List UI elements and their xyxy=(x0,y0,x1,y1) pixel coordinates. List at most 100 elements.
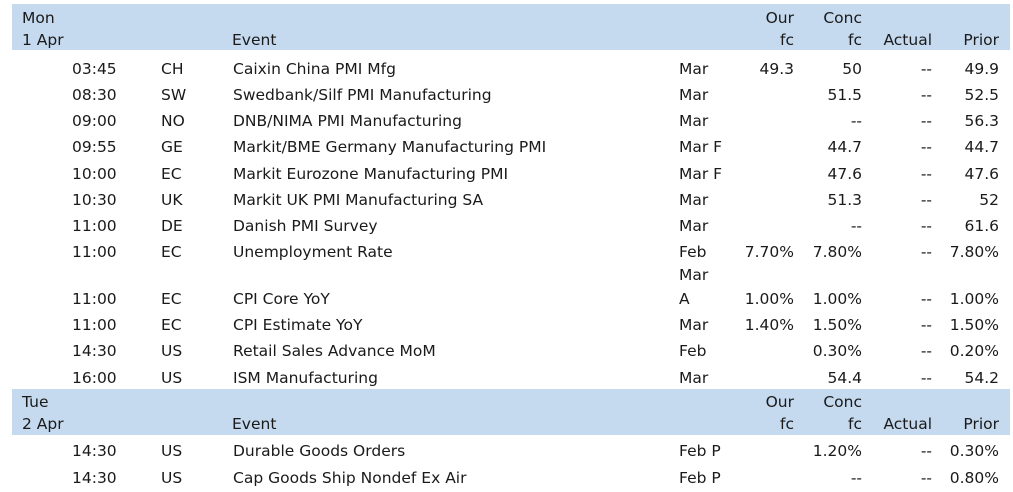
time-cell: 03:45 xyxy=(72,60,117,78)
prior-cell: 0.30% xyxy=(949,442,999,460)
our-fc-cell xyxy=(732,216,794,236)
time-cell: 09:55 xyxy=(72,138,117,156)
country-cell: DE xyxy=(161,217,183,235)
time-cell: 14:30 xyxy=(72,469,117,487)
prior-cell: 47.6 xyxy=(964,165,999,183)
conc-fc-cell: 50 xyxy=(842,60,862,78)
period-cell: Mar xyxy=(679,217,709,235)
actual-column-header: Actual xyxy=(883,31,932,49)
prior-cell: 56.3 xyxy=(964,112,999,130)
our-fc-cell xyxy=(732,190,794,210)
actual-cell: -- xyxy=(920,138,932,156)
time-cell: 14:30 xyxy=(72,342,117,360)
day-name: Mon xyxy=(22,9,55,27)
period-cell: Feb P xyxy=(679,469,721,487)
conc-fc-cell: 1.50% xyxy=(812,316,862,334)
day-header-mon: Mon 1 Apr Event Our fc Conc fc Actual Pr… xyxy=(12,4,1010,50)
prior-cell: 49.9 xyxy=(964,60,999,78)
event-column-header: Event xyxy=(232,31,277,49)
period-cell: Mar xyxy=(679,60,709,78)
our-fc-cell xyxy=(732,85,794,105)
our-fc-cell: 1.40% xyxy=(744,316,794,334)
country-cell: US xyxy=(161,469,183,487)
time-cell: 11:00 xyxy=(72,243,117,261)
actual-cell: -- xyxy=(920,290,932,308)
time-cell: 11:00 xyxy=(72,290,117,308)
country-cell: EC xyxy=(161,316,182,334)
day-date: 2 Apr xyxy=(22,415,64,433)
conc-fc-cell: -- xyxy=(850,217,862,235)
our-fc-cell: 1.00% xyxy=(744,290,794,308)
actual-cell: -- xyxy=(920,165,932,183)
period-cell-line1: Mar xyxy=(679,266,709,284)
country-cell: US xyxy=(161,342,183,360)
prior-cell: 1.50% xyxy=(949,316,999,334)
conc-fc-header-line2: fc xyxy=(848,415,862,433)
prior-cell: 52 xyxy=(979,191,999,209)
conc-fc-cell: 7.80% xyxy=(812,243,862,261)
our-fc-header-line1: Our xyxy=(765,9,794,27)
prior-cell: 7.80% xyxy=(949,243,999,261)
time-cell: 14:30 xyxy=(72,442,117,460)
our-fc-header-line2: fc xyxy=(780,415,794,433)
conc-fc-cell: 51.5 xyxy=(827,86,862,104)
time-cell: 11:00 xyxy=(72,217,117,235)
country-cell: CH xyxy=(161,60,184,78)
our-fc-header-line2: fc xyxy=(780,31,794,49)
event-cell: Markit/BME Germany Manufacturing PMI xyxy=(233,138,547,156)
actual-cell: -- xyxy=(920,469,932,487)
day-date: 1 Apr xyxy=(22,31,64,49)
period-cell: Mar xyxy=(679,191,709,209)
our-fc-cell xyxy=(732,341,794,361)
conc-fc-cell: 1.00% xyxy=(812,290,862,308)
cropped-text-fragment: g xyxy=(315,0,323,1)
our-fc-cell: 49.3 xyxy=(759,60,794,78)
actual-cell: -- xyxy=(920,217,932,235)
our-fc-cell xyxy=(732,111,794,131)
time-cell: 16:00 xyxy=(72,369,117,387)
event-cell: CPI Core YoY xyxy=(233,290,330,308)
prior-cell: 0.80% xyxy=(949,469,999,487)
actual-cell: -- xyxy=(920,191,932,209)
period-cell: Feb P xyxy=(679,442,721,460)
event-cell: DNB/NIMA PMI Manufacturing xyxy=(233,112,462,130)
prior-cell: 1.00% xyxy=(949,290,999,308)
time-cell: 11:00 xyxy=(72,316,117,334)
period-cell: Feb xyxy=(679,342,707,360)
period-cell: Mar xyxy=(679,316,709,334)
conc-fc-header-line1: Conc xyxy=(823,393,862,411)
event-cell: ISM Manufacturing xyxy=(233,369,378,387)
time-cell: 10:30 xyxy=(72,191,117,209)
our-fc-cell: 7.70% xyxy=(744,243,794,261)
actual-cell: -- xyxy=(920,316,932,334)
event-cell: Caixin China PMI Mfg xyxy=(233,60,396,78)
prior-cell: 61.6 xyxy=(964,217,999,235)
our-fc-cell xyxy=(732,468,794,488)
day-header-tue: Tue 2 Apr Event Our fc Conc fc Actual Pr… xyxy=(12,389,1010,435)
prior-cell: 0.20% xyxy=(949,342,999,360)
actual-cell: -- xyxy=(920,442,932,460)
our-fc-header-line1: Our xyxy=(765,393,794,411)
country-cell: EC xyxy=(161,165,182,183)
country-cell: UK xyxy=(161,191,183,209)
event-column-header: Event xyxy=(232,415,277,433)
actual-cell: -- xyxy=(920,60,932,78)
event-cell: Markit UK PMI Manufacturing SA xyxy=(233,191,484,209)
event-cell: Danish PMI Survey xyxy=(233,217,378,235)
our-fc-cell xyxy=(732,441,794,461)
event-cell: Retail Sales Advance MoM xyxy=(233,342,436,360)
our-fc-cell xyxy=(732,164,794,184)
our-fc-cell xyxy=(732,137,794,157)
country-cell: EC xyxy=(161,243,182,261)
prior-column-header: Prior xyxy=(963,31,999,49)
day-name: Tue xyxy=(22,393,49,411)
conc-fc-cell: 54.4 xyxy=(827,369,862,387)
country-cell: SW xyxy=(161,86,187,104)
conc-fc-header-line2: fc xyxy=(848,31,862,49)
actual-cell: -- xyxy=(920,86,932,104)
period-cell: Mar F xyxy=(679,165,723,183)
conc-fc-cell: -- xyxy=(850,469,862,487)
conc-fc-cell: -- xyxy=(850,112,862,130)
conc-fc-cell: 0.30% xyxy=(812,342,862,360)
time-cell: 09:00 xyxy=(72,112,117,130)
